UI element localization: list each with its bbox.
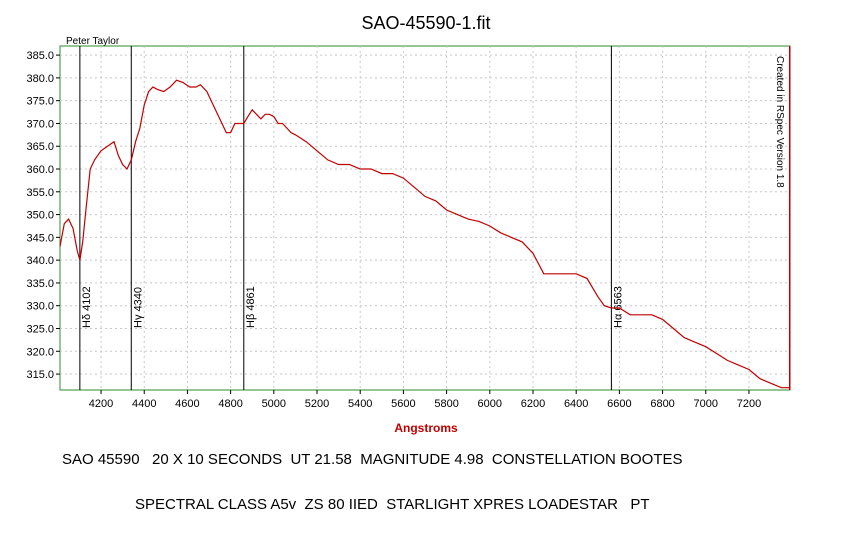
spectrum-line bbox=[59, 79, 790, 389]
x-tick-label: 5400 bbox=[348, 398, 372, 410]
y-tick-label: 340.0 bbox=[26, 255, 54, 267]
x-axis: 4200 4400 4600 4800 5000 5200 5400 5600 5800 6000… bbox=[89, 390, 761, 410]
x-tick-label: 5200 bbox=[305, 398, 329, 410]
x-tick-label: 7000 bbox=[694, 398, 718, 410]
y-tick-label: 360.0 bbox=[26, 164, 54, 176]
x-tick-label: 5000 bbox=[262, 398, 286, 410]
author-label: Peter Taylor bbox=[66, 36, 120, 47]
chart-title: SAO-45590-1.fit bbox=[361, 13, 490, 33]
plot-area bbox=[59, 45, 791, 391]
x-tick-label: 5800 bbox=[434, 398, 458, 410]
y-tick-label: 320.0 bbox=[26, 346, 54, 358]
x-tick-label: 5600 bbox=[391, 398, 415, 410]
y-tick-label: 380.0 bbox=[26, 73, 54, 85]
y-tick-label: 350.0 bbox=[26, 210, 54, 222]
grid bbox=[60, 46, 790, 390]
reference-line-label: Hβ 4861 bbox=[245, 286, 257, 328]
y-tick-label: 345.0 bbox=[26, 232, 54, 244]
y-axis: 315.0 320.0 325.0 330.0 335.0 340.0 345.0 350.0… bbox=[26, 50, 60, 381]
reference-line-label: Hδ 4102 bbox=[81, 286, 93, 328]
y-tick-label: 370.0 bbox=[26, 118, 54, 130]
y-tick-label: 365.0 bbox=[26, 141, 54, 153]
x-tick-label: 4200 bbox=[89, 398, 113, 410]
y-tick-label: 325.0 bbox=[26, 323, 54, 335]
x-tick-label: 4400 bbox=[132, 398, 156, 410]
x-tick-label: 6200 bbox=[521, 398, 545, 410]
x-tick-label: 6000 bbox=[478, 398, 502, 410]
caption-line-2: SPECTRAL CLASS A5v ZS 80 IIED STARLIGHT … bbox=[135, 496, 650, 513]
reference-line-label: Hα 6563 bbox=[612, 286, 624, 328]
y-tick-label: 330.0 bbox=[26, 301, 54, 313]
plot-right-edge bbox=[789, 46, 791, 390]
software-note: Created in RSpec Version 1.8 bbox=[774, 56, 785, 188]
x-tick-label: 4800 bbox=[218, 398, 242, 410]
x-tick-label: 6800 bbox=[650, 398, 674, 410]
y-tick-label: 315.0 bbox=[26, 369, 54, 381]
caption-line-1: SAO 45590 20 X 10 SECONDS UT 21.58 MAGNI… bbox=[62, 451, 683, 468]
x-axis-label: Angstroms bbox=[394, 421, 458, 435]
x-tick-label: 6400 bbox=[564, 398, 588, 410]
x-tick-label: 6600 bbox=[607, 398, 631, 410]
y-tick-label: 385.0 bbox=[26, 50, 54, 62]
y-tick-label: 375.0 bbox=[26, 96, 54, 108]
reference-line-label: Hγ 4340 bbox=[132, 287, 144, 328]
x-tick-label: 4600 bbox=[175, 398, 199, 410]
y-tick-label: 355.0 bbox=[26, 187, 54, 199]
y-tick-label: 335.0 bbox=[26, 278, 54, 290]
reference-lines: Hδ 4102 Hγ 4340 Hβ 4861 Hα 6563 bbox=[79, 46, 624, 390]
x-tick-label: 7200 bbox=[737, 398, 761, 410]
